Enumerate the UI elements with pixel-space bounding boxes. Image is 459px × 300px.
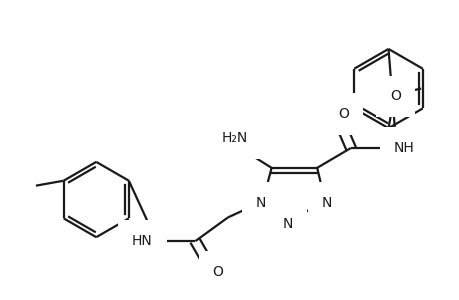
Text: N: N: [255, 196, 265, 209]
Text: N: N: [282, 217, 292, 231]
Text: HN: HN: [132, 234, 152, 248]
Text: O: O: [338, 107, 349, 121]
Text: NH: NH: [392, 141, 413, 155]
Text: O: O: [212, 265, 223, 279]
Text: N: N: [321, 196, 331, 209]
Text: O: O: [389, 89, 400, 103]
Text: H₂N: H₂N: [221, 131, 247, 145]
